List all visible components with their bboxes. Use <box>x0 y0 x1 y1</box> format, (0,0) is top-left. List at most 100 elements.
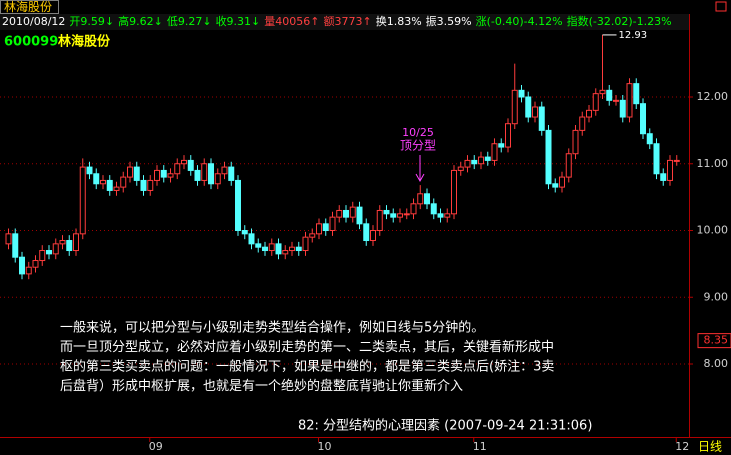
candle-body <box>430 203 437 215</box>
candle-body <box>606 89 613 101</box>
caption: 82: 分型结构的心理因素 (2007-09-24 21:31:06) <box>298 418 592 434</box>
candle-body <box>295 246 302 252</box>
body-line: 而一旦顶分型成立，必然对应着小级别走势的第一、二类卖点，其后，关键看新形成中 <box>60 339 554 355</box>
candle-body <box>160 169 167 178</box>
candle-body <box>187 159 194 171</box>
candle-body <box>667 159 673 181</box>
stock-code: 600099 <box>4 35 58 50</box>
candle-body <box>363 223 370 242</box>
candle-body <box>565 153 572 178</box>
info-item: 换1.83% <box>376 14 422 28</box>
candle-body <box>376 209 383 232</box>
candle-body <box>140 179 147 191</box>
candle-body <box>397 213 403 218</box>
corner-icon <box>715 1 727 12</box>
candle-body <box>86 166 93 175</box>
info-item: 涨(-0.40)-4.12% <box>476 15 563 28</box>
body-text: 一般来说，可以把分型与小级别走势类型结合操作，例如日线与5分钟的。而一旦顶分型成… <box>60 320 554 395</box>
x-tick-label: 12 <box>675 440 689 453</box>
candle-body <box>518 89 525 98</box>
y-tick-label: 10.00 <box>697 224 729 237</box>
candle-body <box>329 216 336 231</box>
candle-body <box>208 163 214 185</box>
y-tick-label: 8.00 <box>704 357 729 370</box>
annotation-arrowhead <box>415 173 425 183</box>
candle-body <box>484 156 491 161</box>
info-item: 收9.31↓ <box>216 14 261 28</box>
candle-body <box>147 179 154 191</box>
candle-body <box>289 246 295 252</box>
period: 日线 <box>698 440 722 454</box>
candle-body <box>59 240 66 245</box>
candle-body <box>532 106 538 118</box>
max-label: 12.93 <box>619 30 648 41</box>
candle-body <box>498 143 505 148</box>
body-line: 枢的第三类买卖点的问题：一般情况下，如果是中继的，都是第三类卖点后(娇注：3卖 <box>60 359 554 375</box>
candle-body <box>214 173 221 185</box>
last-price-box <box>697 333 731 349</box>
candle-body <box>370 230 376 242</box>
y-tick-label: 11.00 <box>697 157 729 170</box>
candle-body <box>46 250 52 255</box>
candle-body <box>646 133 653 145</box>
candle-body <box>32 260 39 268</box>
candle-body <box>235 179 241 231</box>
candle-body <box>633 83 640 105</box>
candle-body <box>619 99 626 118</box>
candle-body <box>5 233 12 245</box>
candle-body <box>201 163 208 181</box>
candle-body <box>100 179 106 185</box>
candle-body <box>390 213 397 218</box>
info-item: 开9.59↓ <box>69 15 114 28</box>
candle-body <box>309 233 316 238</box>
candle-body <box>356 206 363 225</box>
candle-body <box>478 156 484 165</box>
candle-body <box>25 266 32 275</box>
candle-body <box>545 129 552 185</box>
grid <box>0 96 693 442</box>
info-item: 低9.27↓ <box>167 15 212 28</box>
candle-body <box>640 103 646 135</box>
annotation-label: 顶分型 <box>400 139 436 153</box>
candle-body <box>525 96 532 118</box>
candle-body <box>349 206 356 218</box>
candle-body <box>79 166 86 235</box>
candle-body <box>417 193 424 205</box>
candle-body <box>39 250 46 262</box>
body-line: 一般来说，可以把分型与小级别走势类型结合操作，例如日线与5分钟的。 <box>60 320 484 336</box>
candle-body <box>12 233 19 258</box>
tab-box <box>0 0 59 14</box>
info-item: 高9.62↓ <box>118 14 163 28</box>
candle-body <box>221 166 228 175</box>
x-tick-label: 10 <box>318 440 332 453</box>
candle-body <box>626 83 633 118</box>
info-item: 量40056↑ <box>264 15 319 28</box>
candle-body <box>66 240 73 252</box>
candle-body <box>572 129 579 155</box>
candle-body <box>403 213 410 216</box>
candle-body <box>336 209 343 218</box>
annotation-date: 10/25 <box>402 126 434 139</box>
candle-body <box>167 173 174 178</box>
candle-body <box>424 193 430 205</box>
candle-body <box>613 99 619 102</box>
candle-body <box>383 209 390 215</box>
info-item: 2010/08/12 <box>2 15 65 28</box>
candle-body <box>174 163 181 175</box>
candle-body <box>93 173 100 185</box>
candle-body <box>673 159 680 162</box>
info-item: 振3.59% <box>426 14 472 28</box>
candle-body <box>559 176 565 188</box>
candle-body <box>552 183 559 188</box>
last-price: 8.35 <box>704 334 729 347</box>
candle-body <box>275 243 282 255</box>
candle-body <box>127 166 133 178</box>
candle-body <box>660 173 667 181</box>
candle-body <box>241 230 248 235</box>
candle-body <box>255 243 262 248</box>
x-tick-label: 11 <box>473 440 487 453</box>
candle-body <box>316 223 322 235</box>
candle-body <box>282 250 289 255</box>
candle-body <box>228 166 235 181</box>
